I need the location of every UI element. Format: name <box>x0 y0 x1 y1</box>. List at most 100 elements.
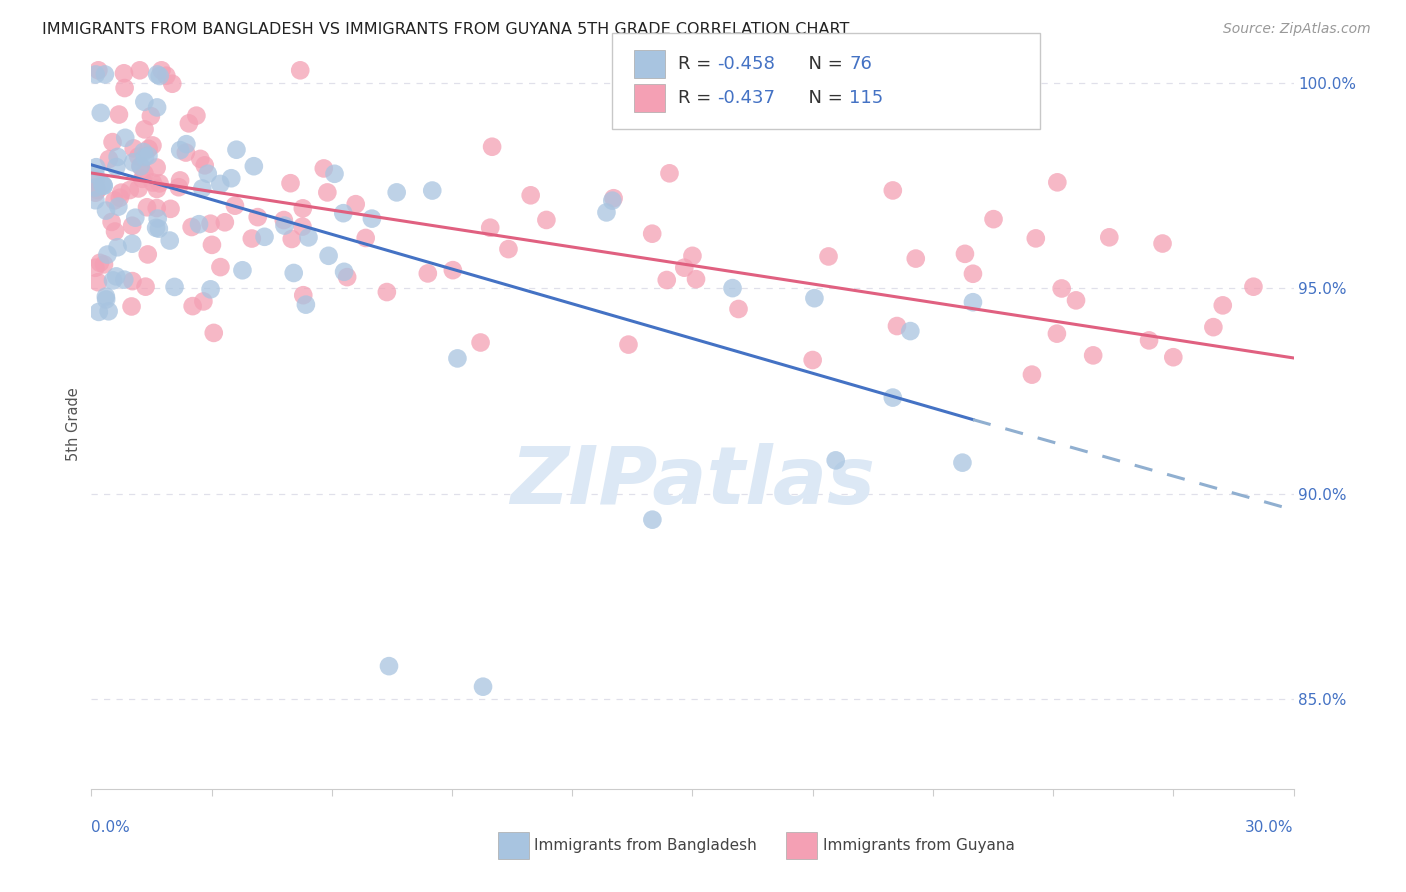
Point <box>655 273 678 287</box>
Point <box>93 178 115 193</box>
Point <box>94 67 117 81</box>
Point <box>803 291 825 305</box>
Point <box>1137 334 1160 348</box>
Text: -0.458: -0.458 <box>717 55 775 73</box>
Point <box>118 183 141 197</box>
Point <box>107 200 129 214</box>
Point <box>283 266 305 280</box>
Point <box>295 298 318 312</box>
Point <box>84 193 107 207</box>
Point <box>673 260 696 275</box>
Point <box>323 167 346 181</box>
Point <box>641 227 664 241</box>
Point <box>127 150 149 164</box>
Point <box>333 265 356 279</box>
Point <box>219 171 242 186</box>
Point <box>149 69 172 83</box>
Point <box>121 236 143 251</box>
Point <box>108 191 131 205</box>
Point <box>479 220 502 235</box>
Point <box>169 143 191 157</box>
Point <box>129 159 152 173</box>
Point <box>336 270 359 285</box>
Point <box>188 217 211 231</box>
Point <box>1046 326 1069 341</box>
Point <box>84 160 107 174</box>
Point <box>162 77 184 91</box>
Point <box>882 183 904 197</box>
Point <box>107 150 129 164</box>
Point <box>169 173 191 187</box>
Point <box>360 211 382 226</box>
Text: R =: R = <box>678 89 717 107</box>
Point <box>1050 281 1073 295</box>
Point <box>132 145 155 159</box>
Point <box>441 263 464 277</box>
Point <box>90 106 112 120</box>
Point <box>145 201 167 215</box>
Point <box>817 249 839 263</box>
Text: 0.0%: 0.0% <box>91 821 131 835</box>
Point <box>375 285 398 299</box>
Point <box>180 219 202 234</box>
Point <box>318 249 340 263</box>
Point <box>617 337 640 351</box>
Point <box>1021 368 1043 382</box>
Point <box>498 242 520 256</box>
Point <box>148 221 170 235</box>
Point <box>332 206 354 220</box>
Point <box>134 122 156 136</box>
Point <box>191 181 214 195</box>
Point <box>291 219 314 234</box>
Point <box>273 219 295 233</box>
Point <box>519 188 541 202</box>
Point <box>202 326 225 340</box>
Point <box>159 202 181 216</box>
Point <box>721 281 744 295</box>
Point <box>481 140 503 154</box>
Point <box>201 238 224 252</box>
Point <box>824 453 846 467</box>
Point <box>134 95 156 109</box>
Point <box>214 215 236 229</box>
Point <box>200 217 222 231</box>
Point <box>685 272 707 286</box>
Point <box>138 149 160 163</box>
Point <box>136 200 159 214</box>
Point <box>84 260 107 275</box>
Point <box>280 176 302 190</box>
Point <box>128 181 150 195</box>
Point <box>134 167 156 181</box>
Point <box>105 269 128 284</box>
Point <box>472 680 495 694</box>
Point <box>446 351 468 366</box>
Point <box>131 171 153 186</box>
Point <box>224 199 246 213</box>
Point <box>904 252 927 266</box>
Text: Source: ZipAtlas.com: Source: ZipAtlas.com <box>1223 22 1371 37</box>
Point <box>1098 230 1121 244</box>
Text: R =: R = <box>678 55 717 73</box>
Point <box>146 182 169 196</box>
Point <box>470 335 492 350</box>
Point <box>194 158 217 172</box>
Point <box>138 142 160 156</box>
Point <box>145 161 167 175</box>
Point <box>104 225 127 239</box>
Point <box>273 213 295 227</box>
Point <box>681 249 703 263</box>
Text: N =: N = <box>797 55 849 73</box>
Point <box>595 205 617 219</box>
Point <box>200 282 222 296</box>
Point <box>114 130 136 145</box>
Point <box>312 161 335 176</box>
Point <box>316 186 339 200</box>
Point <box>1163 350 1185 364</box>
Point <box>290 63 312 78</box>
Point <box>658 166 681 180</box>
Point <box>148 177 170 191</box>
Point <box>602 191 624 205</box>
Point <box>882 391 904 405</box>
Point <box>141 138 163 153</box>
Point <box>97 304 120 318</box>
